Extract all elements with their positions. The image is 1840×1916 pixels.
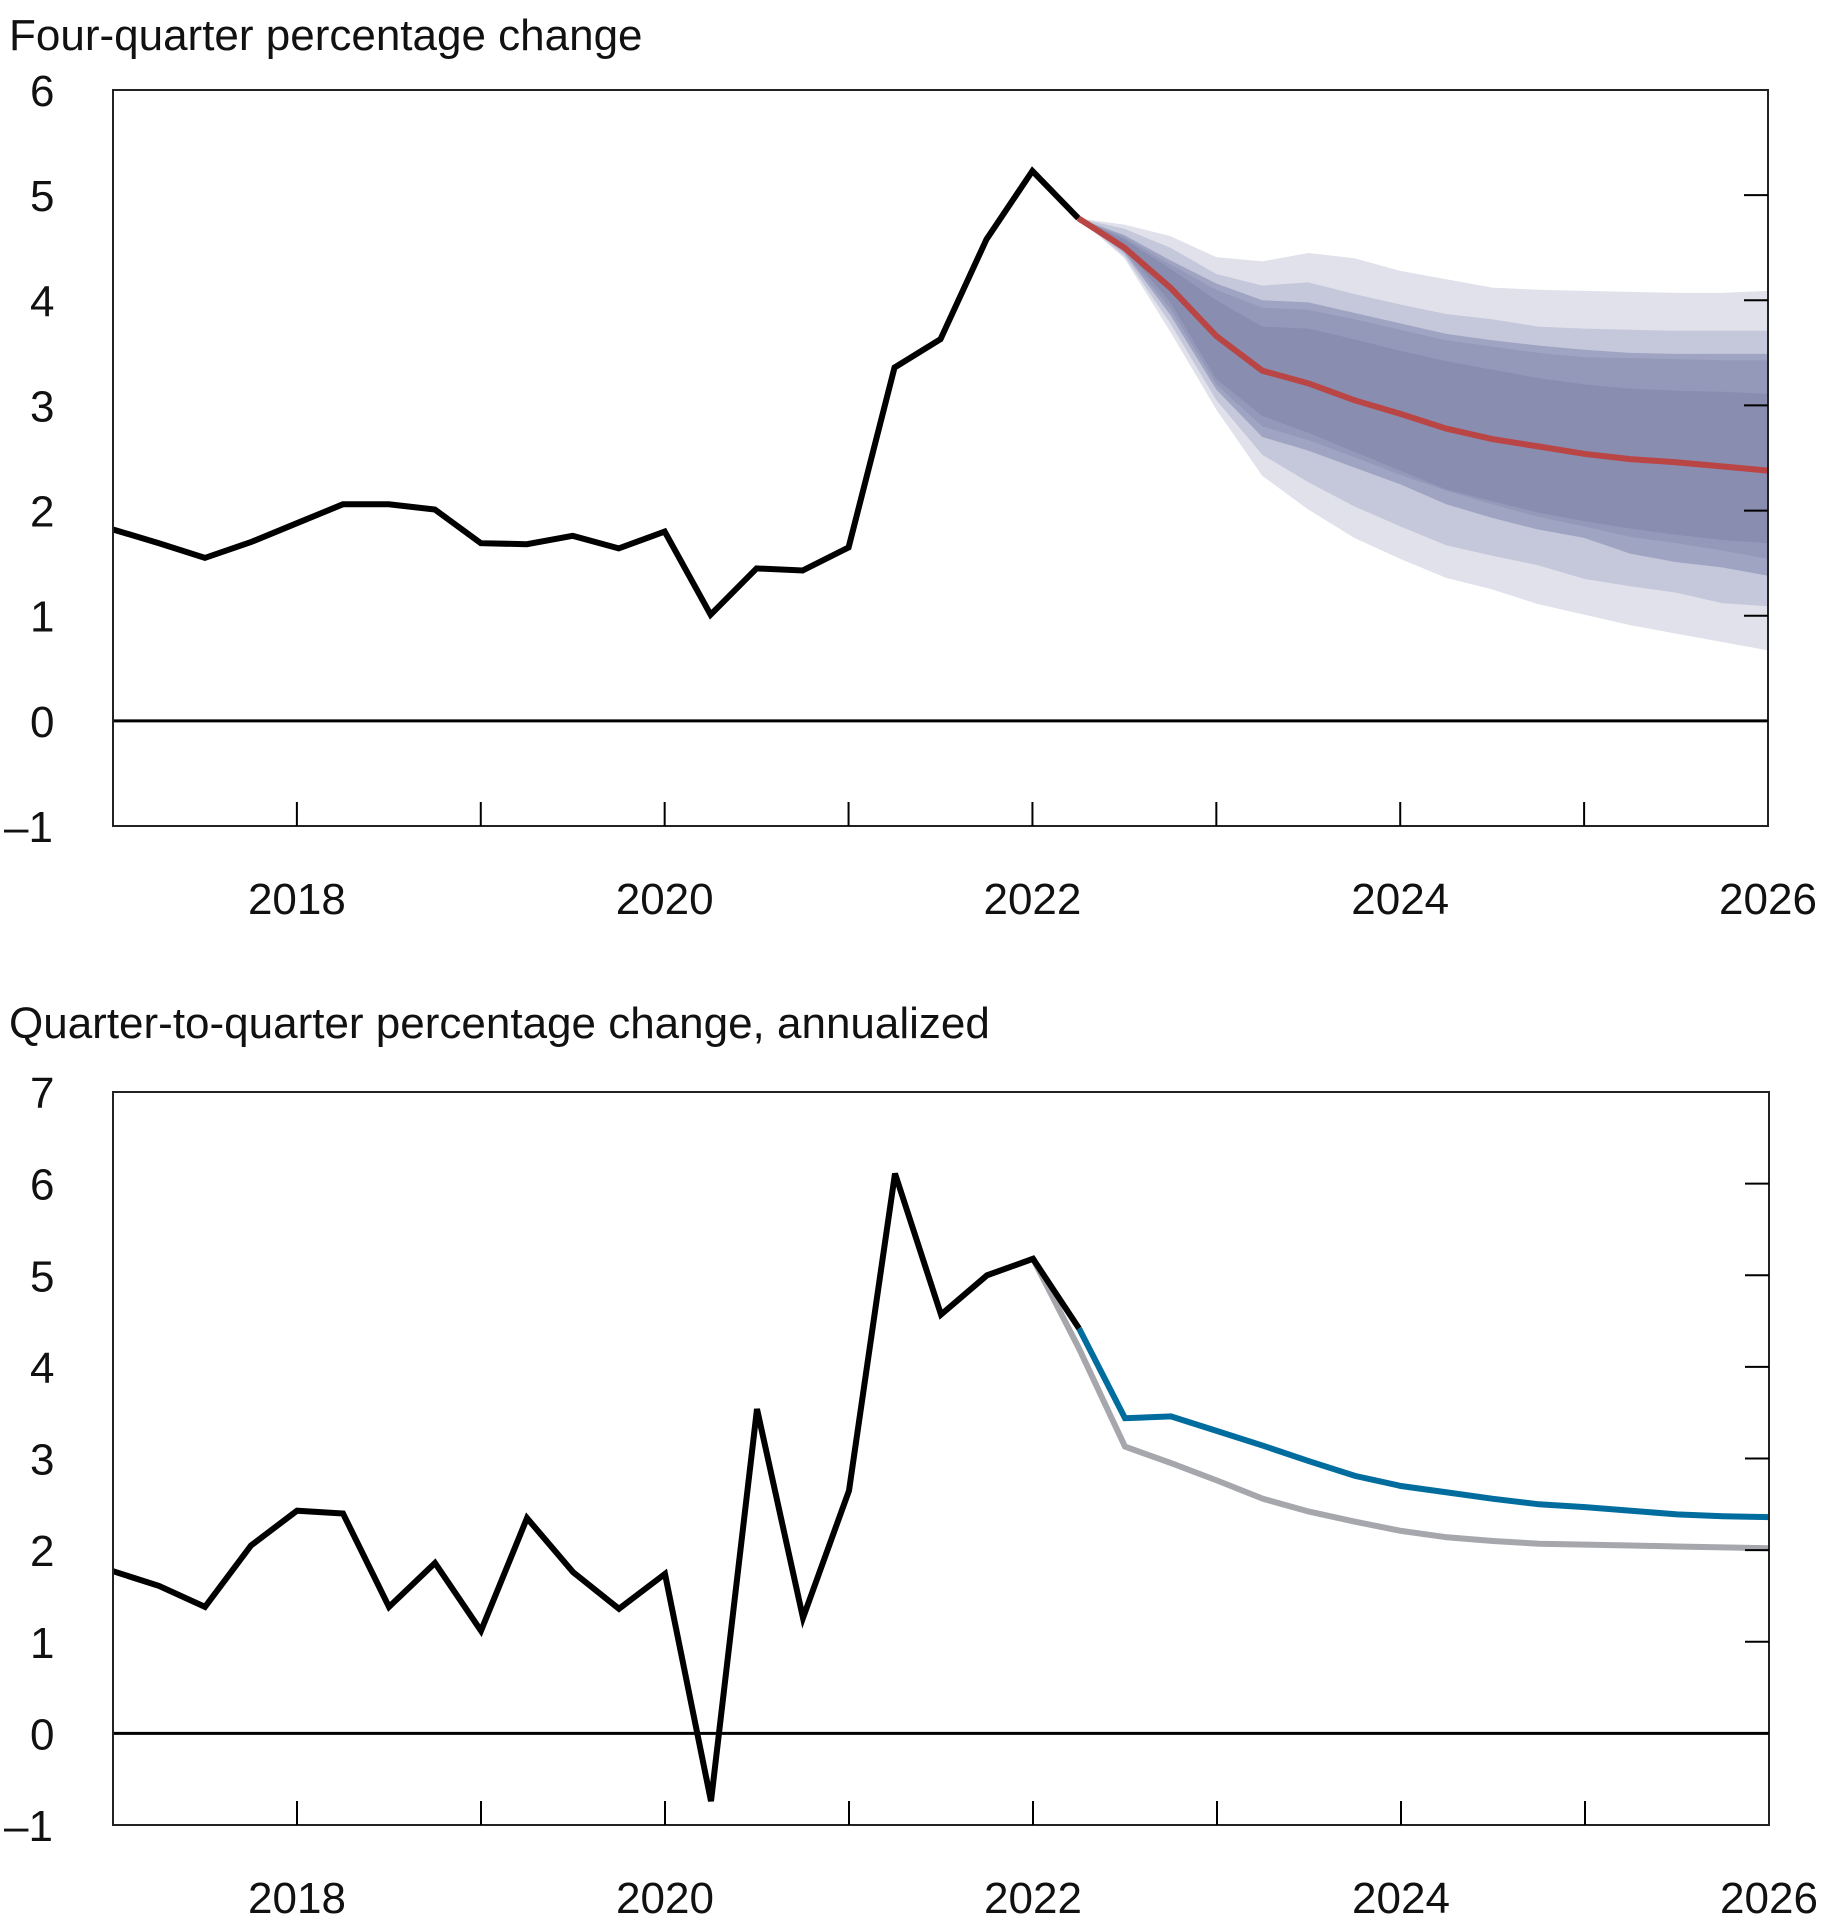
y-tick-label: 3	[30, 1436, 54, 1485]
x-tick-label: 2020	[616, 875, 714, 924]
y-tick-label: 2	[30, 1527, 54, 1576]
y-tick-label: 1	[30, 1619, 54, 1668]
y-tick-label: 0	[30, 698, 54, 747]
y-tick-label: 1	[30, 593, 54, 642]
plot-frame	[112, 89, 1769, 827]
y-tick-label: 4	[30, 1344, 54, 1393]
x-tick-label: 2022	[983, 875, 1081, 924]
x-tick-label: 2018	[248, 1874, 346, 1916]
y-tick-label: 3	[30, 382, 54, 431]
plot-frame	[112, 1091, 1770, 1826]
bottom-chart: –1 0 1 2 3 4 5 6 7 2018 2020 2022 2024 2026	[4, 1069, 1818, 1916]
y-tick-label: –1	[4, 803, 53, 852]
x-tick-label: 2026	[1720, 1874, 1818, 1916]
history-line	[112, 166, 1081, 620]
y-tick-label: –1	[4, 1802, 53, 1851]
x-tick-label: 2018	[248, 875, 346, 924]
bottom-chart-title: Quarter-to-quarter percentage change, an…	[9, 999, 990, 1048]
series-line-2	[1076, 1327, 1770, 1521]
x-tick-label: 2022	[984, 1874, 1082, 1916]
y-tick-label: 0	[30, 1710, 54, 1759]
x-tick-label: 2024	[1351, 875, 1449, 924]
y-tick-label: 4	[30, 277, 54, 326]
y-tick-label: 7	[30, 1069, 54, 1118]
y-tick-label: 5	[30, 1252, 54, 1301]
y-tick-label: 2	[30, 488, 54, 537]
series-line-1	[1030, 1257, 1770, 1552]
y-tick-label: 6	[30, 1161, 54, 1210]
x-tick-label: 2020	[616, 1874, 714, 1916]
y-tick-label: 5	[30, 172, 54, 221]
x-tick-label: 2024	[1352, 1874, 1450, 1916]
x-tick-label: 2026	[1719, 875, 1817, 924]
y-tick-label: 6	[30, 67, 54, 116]
top-chart: –1 0 1 2 3 4 5 6 2018 2020 2022 2024 2026	[4, 67, 1817, 924]
series-line-3	[112, 1172, 1082, 1802]
uncertainty-band-5	[1078, 218, 1768, 544]
top-chart-title: Four-quarter percentage change	[9, 11, 643, 60]
median-forecast-line	[1076, 215, 1769, 474]
